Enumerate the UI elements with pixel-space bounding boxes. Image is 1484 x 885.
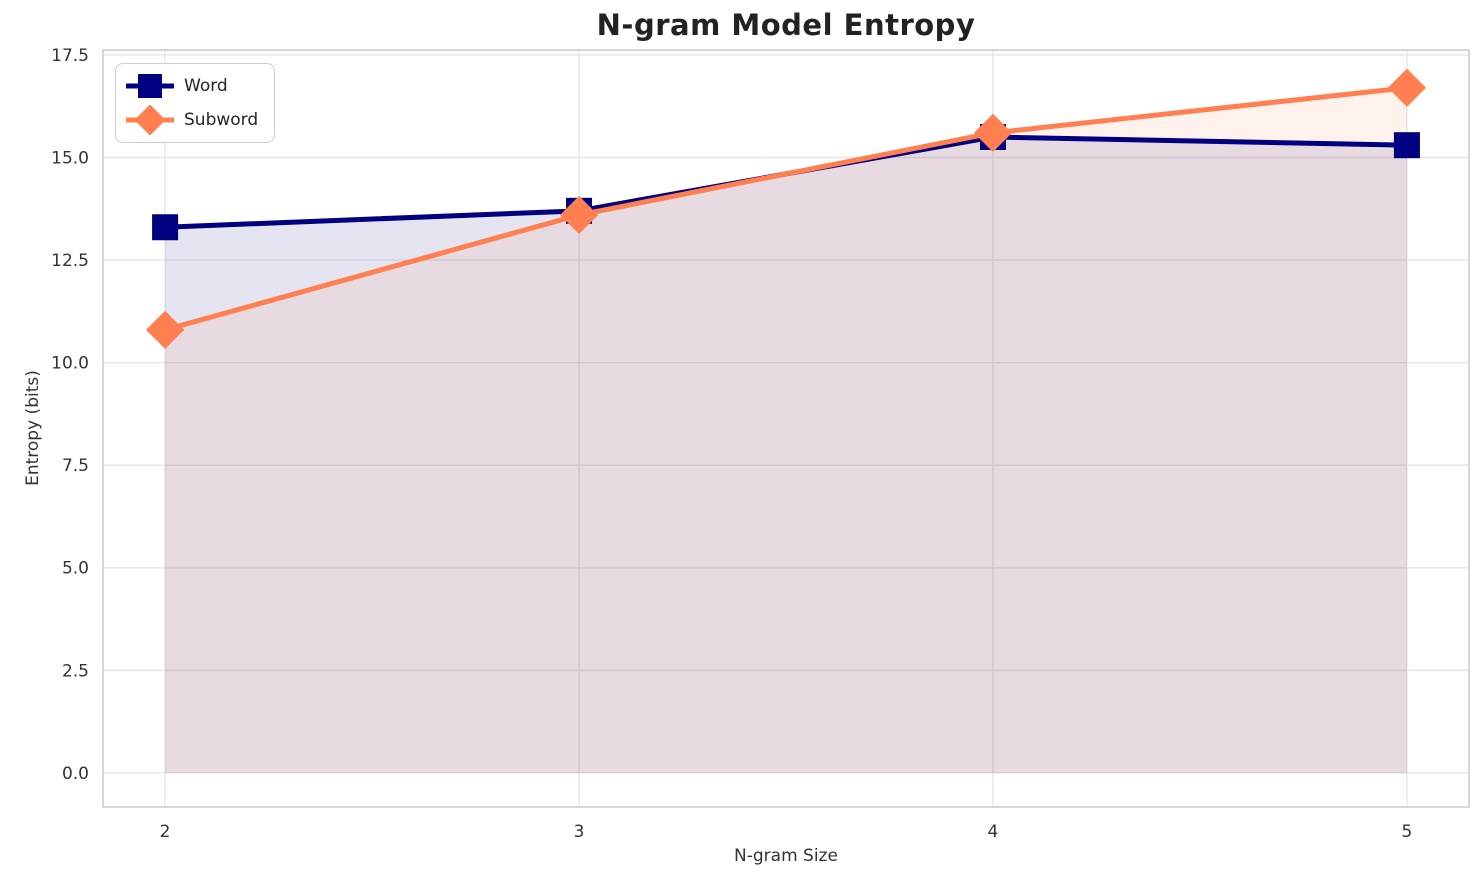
area-fill-subword	[165, 87, 1407, 773]
axes-spines	[102, 49, 1470, 808]
x-tick-label: 3	[574, 822, 585, 842]
grid-lines	[103, 50, 1469, 807]
x-axis-label: N-gram Size	[734, 846, 838, 866]
y-tick-label: 5.0	[62, 559, 89, 579]
x-tick-labels: 2 3 4 5	[160, 822, 1413, 842]
legend-marker-square-icon	[126, 74, 174, 98]
y-tick-label: 7.5	[62, 456, 89, 476]
y-tick-label: 12.5	[51, 251, 89, 271]
y-axis-label: Entropy (bits)	[23, 370, 43, 486]
series-lines	[145, 68, 1427, 349]
y-tick-label: 17.5	[51, 46, 89, 66]
area-fill-word	[165, 136, 1407, 773]
legend-marker-diamond-icon	[126, 105, 174, 135]
chart-title: N-gram Model Entropy	[596, 8, 976, 42]
marker-square-word	[152, 214, 179, 241]
y-tick-label: 0.0	[62, 764, 89, 784]
area-fills	[165, 87, 1407, 773]
marker-square-word	[1393, 132, 1420, 159]
y-tick-label: 15.0	[51, 148, 89, 168]
y-tick-label: 2.5	[62, 661, 89, 681]
legend-label: Word	[184, 76, 228, 96]
line-subword	[164, 85, 1408, 333]
legend-label: Subword	[184, 110, 259, 130]
marker-diamond-subword	[145, 310, 185, 349]
y-tick-labels: 0.0 2.5 5.0 7.5 10.0 12.5 15.0 17.5	[51, 46, 89, 784]
x-tick-label: 4	[988, 822, 999, 842]
legend-item-subword: Subword	[126, 105, 258, 135]
x-tick-label: 2	[160, 822, 171, 842]
legend-item-word: Word	[126, 71, 258, 101]
legend: Word Subword	[115, 63, 276, 143]
y-tick-label: 10.0	[51, 354, 89, 374]
marker-diamond-subword	[1387, 68, 1427, 107]
x-tick-label: 5	[1401, 822, 1412, 842]
